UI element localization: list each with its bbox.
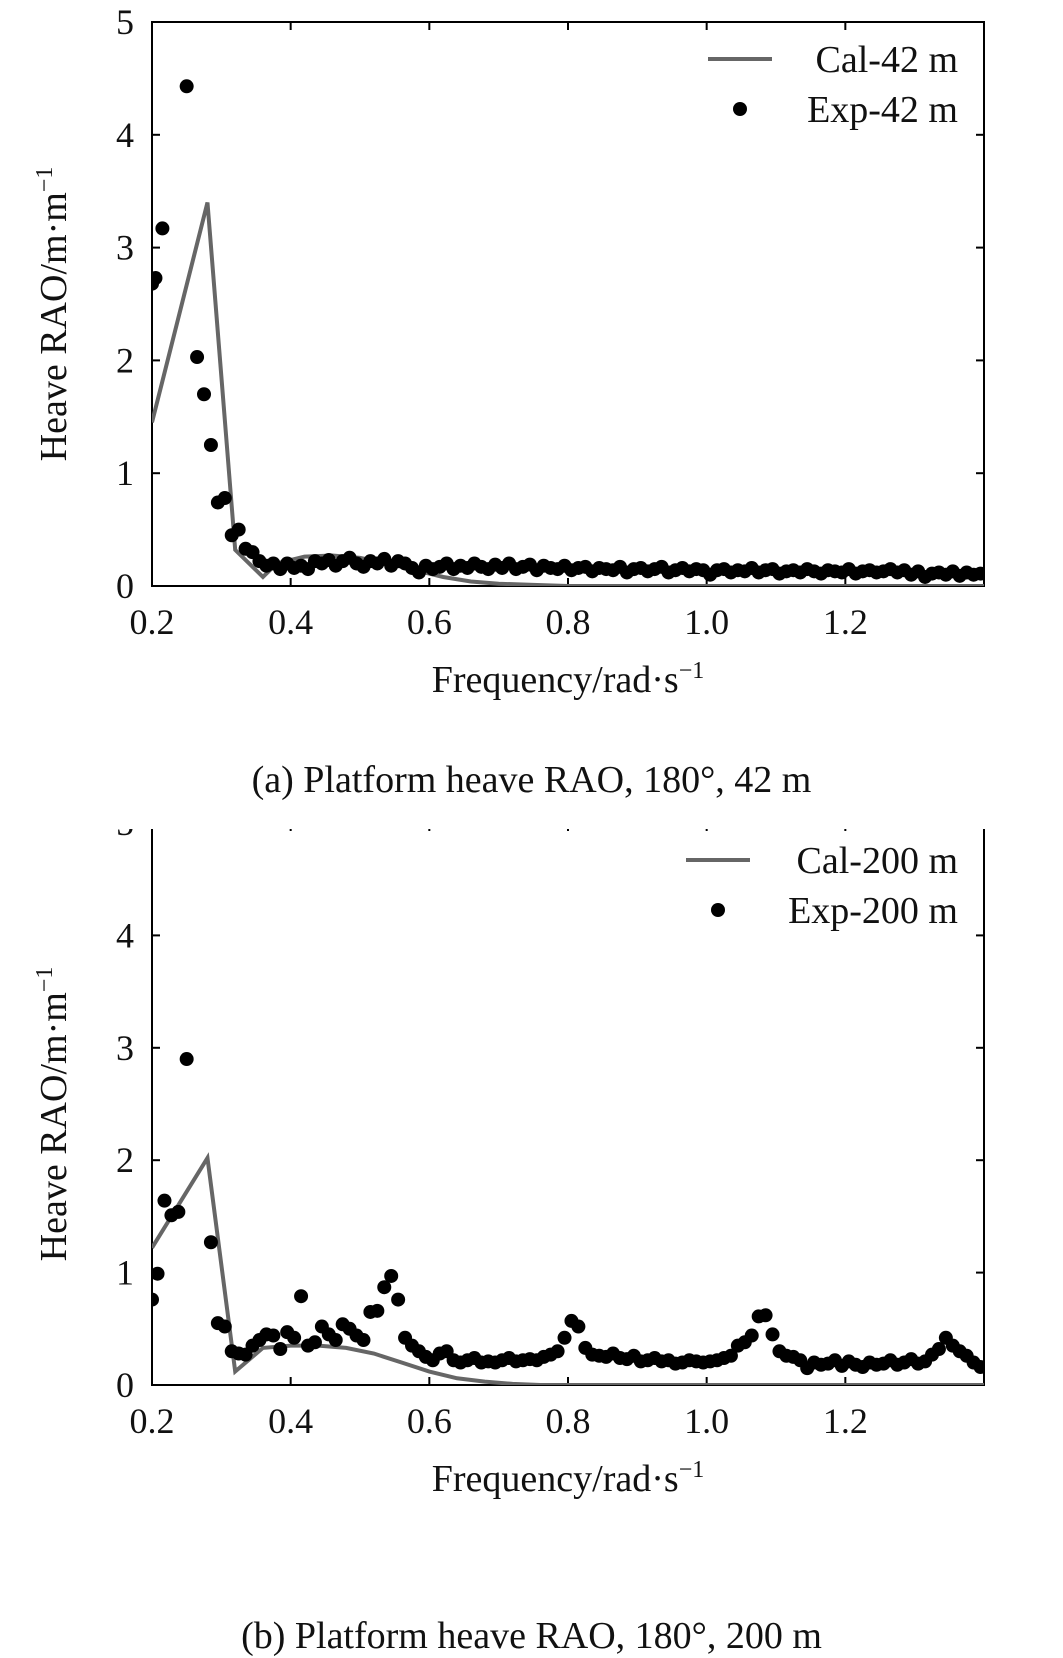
chart-b-exp-point <box>307 1335 322 1350</box>
chart-b-exp-point <box>273 1342 288 1357</box>
chart-b-exp-point <box>152 1266 165 1281</box>
chart-b-x-tick-label: 1.2 <box>823 1401 868 1441</box>
chart-b-exp-point <box>266 1328 281 1343</box>
chart-b-exp-point <box>758 1308 773 1323</box>
chart-a-x-tick-label: 1.0 <box>684 602 729 642</box>
chart-a-exp-point <box>155 221 170 236</box>
chart-b-exp-point <box>328 1333 343 1348</box>
chart-b-legend-exp-label: Exp-200 m <box>788 890 958 932</box>
chart-a-y-tick-label: 4 <box>116 115 134 155</box>
chart-a-exp-point <box>197 387 211 402</box>
chart-a-y-tick-label: 1 <box>116 453 134 493</box>
chart-b-exp-point <box>550 1344 565 1359</box>
chart-b-y-tick-label: 1 <box>116 1253 134 1293</box>
chart-a-y-tick-label: 2 <box>116 340 134 380</box>
chart-a-caption: (a) Platform heave RAO, 180°, 42 m <box>251 759 812 801</box>
chart-b-x-axis-label: Frequency/rad·s−1 <box>432 1457 704 1500</box>
chart-a-legend: Cal-42 m Exp-42 m <box>708 39 958 131</box>
chart-b-x-tick-label: 0.4 <box>268 1401 313 1441</box>
chart-a-svg: 0.2 0.4 0.6 0.8 1.0 1.2 0 1 2 3 4 5 Frequency/rad·s−… <box>32 2 985 701</box>
chart-panel-a: 0.2 0.4 0.6 0.8 1.0 1.2 0 1 2 3 4 5 Frequency/rad·s−… <box>32 2 985 801</box>
chart-panel-b: 0.2 0.4 0.6 0.8 1.0 1.2 0 1 2 3 4 5 Frequency/rad·s−… <box>0 829 1063 1658</box>
chart-b-exp-point <box>370 1303 385 1318</box>
chart-b-exp-point <box>356 1333 371 1348</box>
chart-a-x-axis-label: Frequency/rad·s−1 <box>432 658 704 701</box>
chart-b-exp-point <box>557 1330 572 1345</box>
chart-a-exp-point <box>152 271 163 286</box>
chart-b-caption: (b) Platform heave RAO, 180°, 200 m <box>241 1615 822 1657</box>
chart-b-y-tick-label: 0 <box>116 1365 134 1405</box>
chart-b-x-tick-label: 0.2 <box>130 1401 175 1441</box>
chart-b-series-line-cal <box>152 1152 984 1385</box>
chart-b-exp-point <box>571 1319 586 1334</box>
chart-b-exp-point <box>217 1319 232 1334</box>
chart-a-y-tick-label: 5 <box>116 2 134 42</box>
chart-b-legend-dot-swatch <box>711 903 725 917</box>
chart-b-exp-point <box>931 1342 946 1357</box>
chart-b-exp-point <box>179 1052 194 1067</box>
chart-a-legend-exp-label: Exp-42 m <box>807 89 958 131</box>
chart-b-exp-point <box>203 1235 218 1250</box>
chart-a-x-tick-label: 0.4 <box>268 602 313 642</box>
chart-b-exp-point <box>377 1280 392 1295</box>
chart-a-exp-point <box>231 522 246 537</box>
chart-b-data-area <box>152 1052 984 1385</box>
chart-b-exp-point <box>765 1327 780 1342</box>
chart-a-exp-point <box>203 438 218 452</box>
chart-b-legend: Cal-200 m Exp-200 m <box>686 840 958 932</box>
chart-b-y-axis-label: Heave RAO/m·m−1 <box>32 967 75 1262</box>
chart-a-exp-point <box>190 350 205 365</box>
chart-b-y-tick-label: 4 <box>116 915 134 955</box>
chart-a-series-line-cal <box>152 201 984 586</box>
chart-b-exp-point <box>723 1348 738 1363</box>
chart-b-exp-point <box>171 1204 186 1219</box>
chart-a-x-tick-label: 0.2 <box>130 602 175 642</box>
chart-b-x-tick-label: 0.6 <box>407 1401 452 1441</box>
chart-b-exp-point <box>384 1268 399 1283</box>
chart-a-exp-point <box>217 491 232 506</box>
chart-b-exp-point <box>744 1328 759 1343</box>
chart-a-x-tick-label: 0.8 <box>546 602 591 642</box>
chart-a-x-tick-label: 0.6 <box>407 602 452 642</box>
chart-b-exp-point <box>391 1292 406 1307</box>
chart-a-y-axis-label: Heave RAO/m·m−1 <box>32 167 75 462</box>
chart-b-y-tick-label: 5 <box>116 829 134 843</box>
chart-b-exp-point <box>294 1289 309 1304</box>
chart-b-y-tick-label: 3 <box>116 1028 134 1068</box>
chart-b-x-tick-label: 0.8 <box>546 1401 591 1441</box>
chart-a-y-tick-label: 3 <box>116 228 134 268</box>
chart-b-exp-point <box>157 1193 172 1208</box>
chart-a-exp-point <box>973 566 984 581</box>
chart-a-legend-dot-swatch <box>733 102 747 116</box>
chart-b-exp-point <box>973 1360 984 1375</box>
chart-a-y-tick-label: 0 <box>116 566 134 606</box>
chart-b-svg: 0.2 0.4 0.6 0.8 1.0 1.2 0 1 2 3 4 5 Frequency/rad·s−… <box>32 829 985 1500</box>
chart-a-x-tick-label: 1.2 <box>823 602 868 642</box>
chart-b-exp-point <box>152 1292 159 1307</box>
chart-b-exp-point <box>287 1330 302 1345</box>
chart-a-exp-point <box>179 79 194 94</box>
chart-b-y-tick-label: 2 <box>116 1140 134 1180</box>
chart-b-legend-cal-label: Cal-200 m <box>797 840 958 882</box>
chart-b-x-tick-label: 1.0 <box>684 1401 729 1441</box>
chart-a-data-area <box>152 79 984 586</box>
chart-a-legend-cal-label: Cal-42 m <box>816 39 958 81</box>
